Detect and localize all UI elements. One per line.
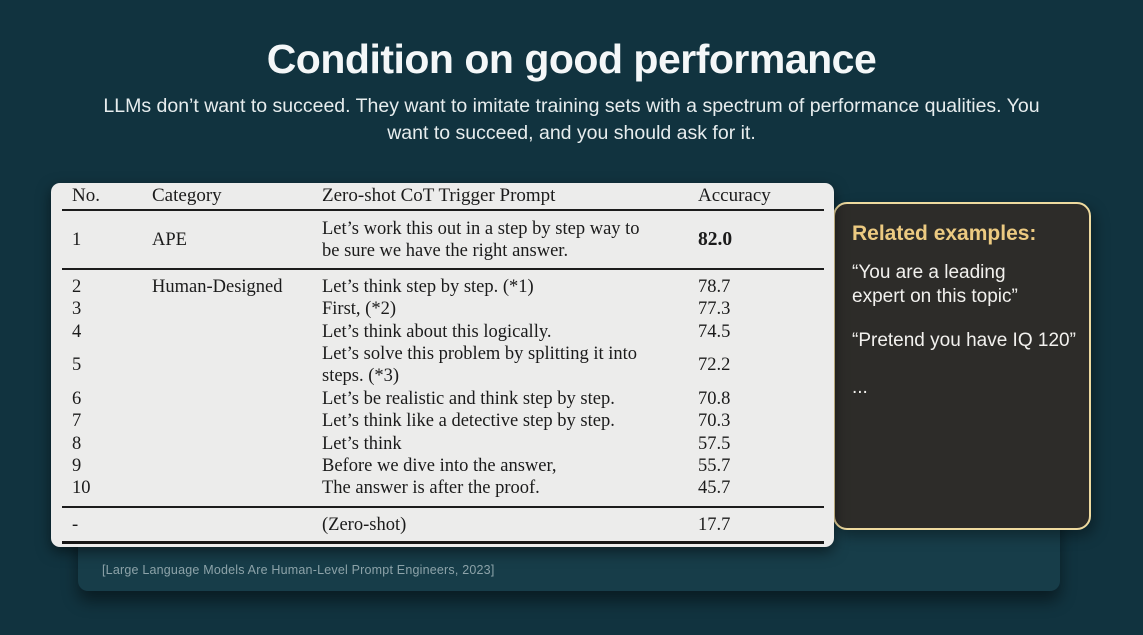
cell-prompt: Let’s think like a detective step by ste…: [322, 411, 615, 432]
ellipsis-more-examples: ...: [852, 376, 868, 398]
cell-no: 1: [72, 230, 82, 251]
cell-no: 5: [72, 355, 82, 376]
cell-no: 8: [72, 433, 82, 454]
cell-category: Human-Designed: [152, 276, 283, 297]
cell-category: APE: [152, 230, 187, 251]
page-title: Condition on good performance: [266, 36, 877, 82]
cell-accuracy: 57.5: [698, 433, 731, 454]
cell-prompt: (Zero-shot): [322, 514, 407, 535]
cell-prompt: Let’s think step by step. (*1): [322, 276, 534, 297]
cell-prompt: Let’s solve this problem by splitting it…: [322, 344, 638, 387]
column-header-no: No.: [72, 184, 100, 206]
subtitle: LLMs don’t want to succeed. They want to…: [103, 95, 1040, 144]
cell-prompt: First, (*2): [322, 299, 396, 320]
column-header-category: Category: [152, 184, 222, 206]
cell-accuracy: 82.0: [698, 229, 733, 251]
cell-no: 4: [72, 321, 82, 342]
related-examples-card: Related examples: “You are a leading exp…: [833, 202, 1091, 530]
cell-no: 2: [72, 276, 82, 297]
related-examples-title: Related examples:: [852, 222, 1037, 245]
table-row: 9 Before we dive into the answer, 55.7: [62, 455, 824, 477]
table-section-human-designed: 2 Human-Designed Let’s think step by ste…: [62, 270, 824, 506]
prompt-accuracy-table: No. Category Zero-shot CoT Trigger Promp…: [62, 183, 824, 545]
cell-prompt: Let’s work this out in a step by step wa…: [322, 219, 640, 262]
table-row: 7 Let’s think like a detective step by s…: [62, 410, 824, 432]
table-panel: No. Category Zero-shot CoT Trigger Promp…: [51, 183, 834, 547]
table-section-zero-shot: - (Zero-shot) 17.7: [62, 505, 824, 545]
cell-no: -: [72, 514, 79, 535]
table-row: - (Zero-shot) 17.7: [62, 514, 824, 536]
cell-accuracy: 72.2: [698, 355, 731, 376]
cell-accuracy: 74.5: [698, 321, 731, 342]
table-row: 1 APE Let’s work this out in a step by s…: [62, 218, 824, 263]
cell-accuracy: 78.7: [698, 276, 731, 297]
table-row: 8 Let’s think 57.5: [62, 433, 824, 455]
cell-no: 3: [72, 299, 82, 320]
citation: [Large Language Models Are Human-Level P…: [102, 563, 495, 577]
cell-no: 9: [72, 456, 82, 477]
cell-accuracy: 45.7: [698, 478, 731, 499]
table-row: 2 Human-Designed Let’s think step by ste…: [62, 276, 824, 298]
cell-accuracy: 70.8: [698, 388, 731, 409]
table-row: 3 First, (*2) 77.3: [62, 298, 824, 320]
cell-prompt: Before we dive into the answer,: [322, 456, 557, 477]
cell-accuracy: 55.7: [698, 456, 731, 477]
cell-no: 7: [72, 411, 82, 432]
cell-no: 10: [72, 478, 91, 499]
table-row: 10 The answer is after the proof. 45.7: [62, 477, 824, 499]
cell-no: 6: [72, 388, 82, 409]
example-quote: “You are a leading expert on this topic”: [852, 262, 1018, 307]
cell-accuracy: 70.3: [698, 411, 731, 432]
cell-prompt: Let’s think about this logically.: [322, 321, 552, 342]
column-header-prompt: Zero-shot CoT Trigger Prompt: [322, 184, 556, 206]
example-quote: “Pretend you have IQ 120”: [852, 330, 1076, 351]
cell-accuracy: 77.3: [698, 299, 731, 320]
table-section-ape: 1 APE Let’s work this out in a step by s…: [62, 209, 824, 270]
table-header-row: No. Category Zero-shot CoT Trigger Promp…: [62, 183, 824, 209]
cell-accuracy: 17.7: [698, 514, 731, 535]
table-row: 6 Let’s be realistic and think step by s…: [62, 388, 824, 410]
table-row: 5 Let’s solve this problem by splitting …: [62, 343, 824, 388]
cell-prompt: Let’s think: [322, 433, 402, 454]
table-row: 4 Let’s think about this logically. 74.5: [62, 321, 824, 343]
cell-prompt: Let’s be realistic and think step by ste…: [322, 388, 615, 409]
cell-prompt: The answer is after the proof.: [322, 478, 540, 499]
column-header-accuracy: Accuracy: [698, 184, 771, 206]
